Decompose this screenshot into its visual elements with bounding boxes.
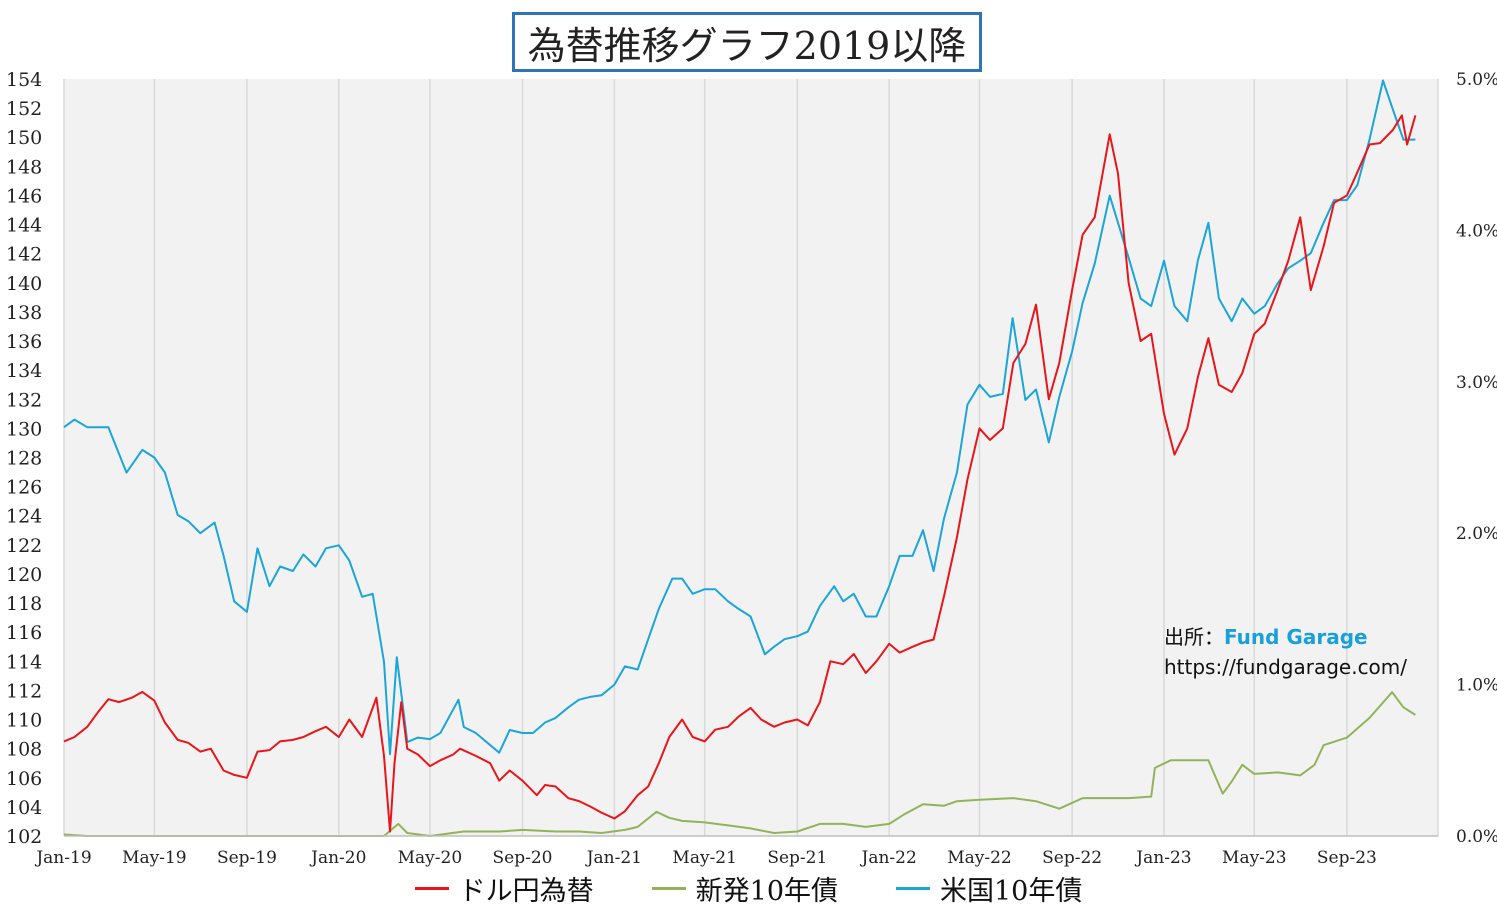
legend-label-jgb10y: 新発10年債 — [695, 875, 838, 907]
x-tick-label: Sep-19 — [217, 848, 277, 868]
x-tick-label: May-22 — [947, 848, 1012, 868]
y-left-tick-label: 152 — [6, 98, 42, 120]
y-left-tick-label: 124 — [6, 506, 42, 528]
y-left-tick-label: 140 — [6, 273, 42, 295]
y-left-tick-label: 108 — [6, 739, 42, 761]
y-right-tick-label: 0.0% — [1456, 827, 1497, 847]
y-left-tick-label: 106 — [6, 768, 42, 790]
y-left-tick-label: 154 — [6, 69, 42, 91]
y-left-tick-label: 150 — [6, 127, 42, 149]
series-line-jgb10y — [63, 691, 1416, 837]
y-left-tick-label: 126 — [6, 477, 42, 499]
y-left-tick-label: 128 — [6, 448, 42, 470]
y-left-tick-label: 116 — [6, 622, 42, 644]
y-right-tick-label: 4.0% — [1456, 221, 1497, 241]
source-brand: Fund Garage — [1224, 625, 1368, 649]
y-right-tick-label: 5.0% — [1456, 70, 1497, 90]
y-left-tick-label: 142 — [6, 244, 42, 266]
source-note: 出所：Fund Garage https://fundgarage.com/ — [1164, 622, 1407, 682]
x-tick-label: Jan-21 — [585, 848, 642, 868]
x-tick-label: Jan-22 — [860, 848, 917, 868]
x-tick-label: Jan-20 — [309, 848, 366, 868]
x-tick-label: Jan-19 — [34, 848, 91, 868]
y-right-tick-label: 3.0% — [1456, 373, 1497, 393]
x-tick-label: Sep-23 — [1317, 848, 1377, 868]
y-left-tick-label: 130 — [6, 418, 42, 440]
y-left-tick-label: 138 — [6, 302, 42, 324]
y-left-tick-label: 144 — [6, 215, 42, 237]
legend-item-usdjpy: ドル円為替 — [414, 869, 594, 908]
y-left-tick-label: 118 — [6, 593, 42, 615]
source-label: 出所： — [1164, 625, 1224, 649]
y-left-tick-label: 132 — [6, 389, 42, 411]
source-url: https://fundgarage.com/ — [1164, 655, 1408, 679]
x-tick-label: May-20 — [398, 848, 463, 868]
y-left-tick-label: 104 — [6, 797, 42, 819]
x-tick-label: May-21 — [672, 848, 737, 868]
legend-item-ust10y: 米国10年債 — [896, 869, 1082, 908]
legend-swatch-jgb10y — [651, 886, 686, 890]
legend-item-jgb10y: 新発10年債 — [651, 869, 838, 908]
y-left-tick-label: 122 — [6, 535, 42, 557]
y-left-tick-label: 136 — [6, 331, 42, 353]
chart-legend: ドル円為替 新発10年債 米国10年債 — [0, 868, 1497, 908]
plot-area — [64, 79, 1438, 836]
x-tick-label: May-23 — [1222, 848, 1287, 868]
y-right-tick-label: 1.0% — [1456, 676, 1497, 696]
x-tick-label: May-19 — [122, 848, 187, 868]
legend-label-ust10y: 米国10年債 — [940, 875, 1083, 907]
legend-swatch-usdjpy — [414, 886, 449, 890]
y-left-tick-label: 112 — [6, 680, 42, 702]
x-tick-label: Sep-21 — [767, 848, 827, 868]
y-left-tick-label: 146 — [6, 185, 42, 207]
y-left-tick-label: 114 — [6, 651, 42, 673]
chart-title: 為替推移グラフ2019以降 — [512, 12, 982, 72]
series-line-ust10y — [63, 79, 1416, 756]
legend-swatch-ust10y — [896, 886, 930, 890]
y-left-tick-label: 102 — [6, 826, 42, 848]
legend-label-usdjpy: ドル円為替 — [458, 875, 594, 907]
x-tick-label: Sep-22 — [1042, 848, 1102, 868]
y-left-tick-label: 148 — [6, 156, 42, 178]
y-left-tick-label: 134 — [6, 360, 42, 382]
y-left-tick-label: 110 — [6, 710, 42, 732]
y-left-tick-label: 120 — [6, 564, 42, 586]
x-tick-label: Sep-20 — [493, 848, 553, 868]
x-tick-label: Jan-23 — [1134, 848, 1191, 868]
y-right-tick-label: 2.0% — [1456, 524, 1497, 544]
series-line-usdjpy — [63, 114, 1417, 833]
